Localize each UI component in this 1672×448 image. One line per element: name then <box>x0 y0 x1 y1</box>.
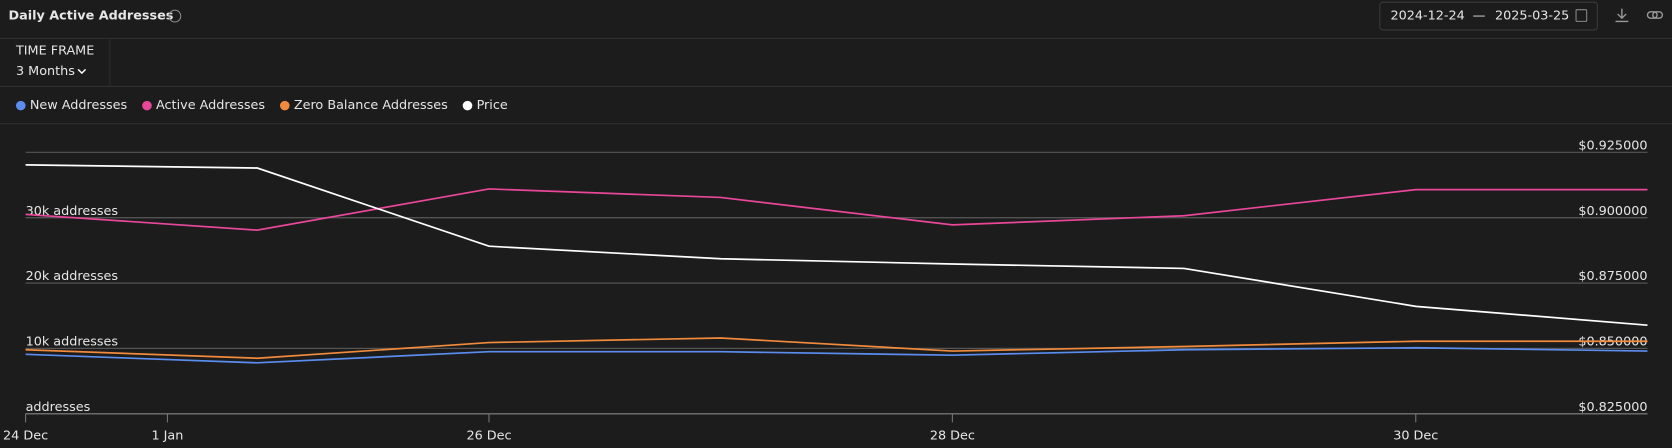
legend-label: Zero Balance Addresses <box>294 98 448 113</box>
time-frame-select[interactable]: 3 Months <box>16 64 75 79</box>
download-icon[interactable] <box>1615 8 1629 23</box>
legend-marker <box>462 100 473 111</box>
y-tick-label: 20k addresses <box>26 269 119 284</box>
legend-label: Price <box>477 98 508 113</box>
y2-tick-label: $0.900000 <box>1578 204 1647 219</box>
legend: New Addresses Active Addresses Zero Balanc… <box>15 98 508 113</box>
plot: addresses 10k addresses 20k addresses 30k a… <box>3 138 1648 444</box>
x-tick-label: 1 Jan <box>151 429 183 444</box>
x-tick-label: 24 Dec <box>3 429 48 444</box>
y2-tick-label: $0.925000 <box>1578 138 1647 153</box>
link-icon[interactable] <box>1646 11 1664 19</box>
calendar-icon[interactable] <box>1575 9 1588 22</box>
y-tick-label: addresses <box>26 400 91 415</box>
date-end[interactable]: 2025-03-25 <box>1495 9 1569 24</box>
legend-marker <box>142 100 152 111</box>
series-line <box>25 337 1648 360</box>
legend-label: Active Addresses <box>156 98 265 113</box>
help-icon[interactable] <box>168 9 182 23</box>
date-range-box[interactable] <box>1379 1 1598 31</box>
y-tick-label: 10k addresses <box>26 335 119 350</box>
chevron[interactable] <box>77 68 87 75</box>
date-start[interactable]: 2024-12-24 <box>1390 9 1464 24</box>
x-tick-label: 28 Dec <box>930 429 975 444</box>
legend-label: New Addresses <box>30 98 128 113</box>
series-line <box>25 188 1648 231</box>
date-separator: — <box>1473 9 1486 24</box>
x-tick-label: 30 Dec <box>1393 429 1438 444</box>
series-line <box>25 346 1648 364</box>
chart-title: Daily Active Addresses <box>9 9 174 24</box>
y2-tick-label: $0.875000 <box>1578 269 1647 284</box>
x-tick-label: 26 Dec <box>466 429 511 444</box>
legend-marker <box>15 100 26 111</box>
y2-tick-label: $0.825000 <box>1578 400 1647 415</box>
time-frame-label: TIME FRAME <box>15 44 94 59</box>
series-line <box>25 164 1648 327</box>
y-tick-label: 30k addresses <box>26 204 119 219</box>
legend-marker <box>279 100 290 111</box>
